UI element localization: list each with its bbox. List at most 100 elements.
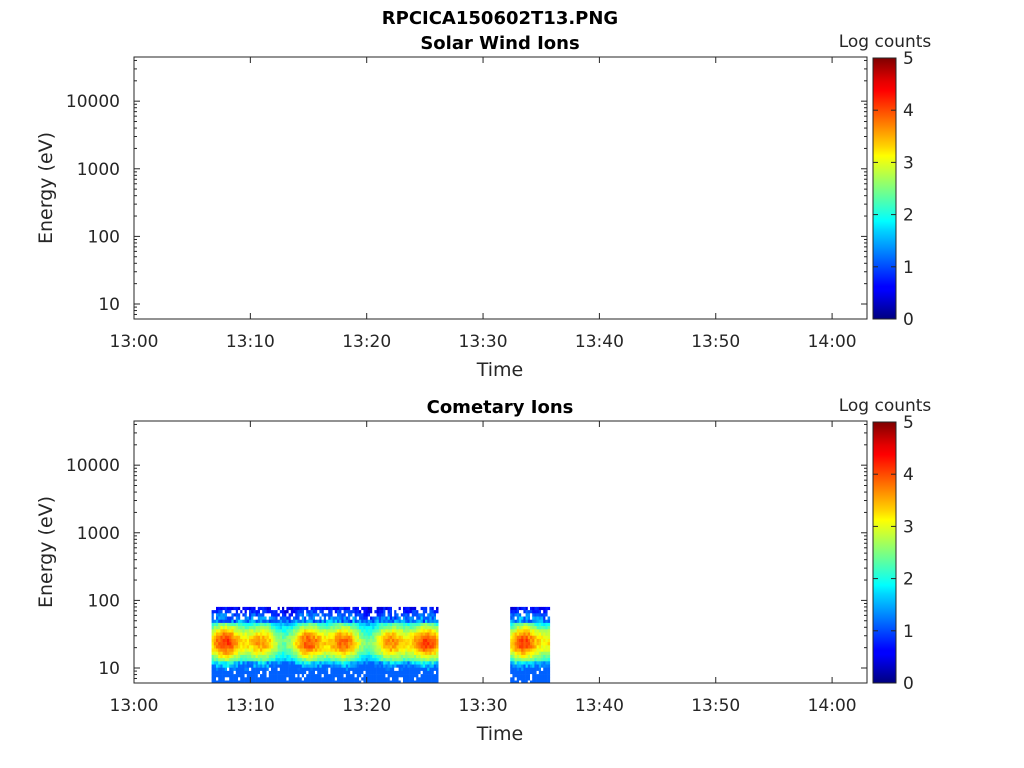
heatmap-cell <box>352 622 355 627</box>
heatmap-cell <box>273 645 276 649</box>
heatmap-cell <box>363 619 366 624</box>
heatmap-cell <box>301 654 305 659</box>
heatmap-cell <box>532 622 535 627</box>
heatmap-cell <box>361 670 364 675</box>
heatmap-cell <box>405 642 408 646</box>
heatmap-cell <box>343 632 347 636</box>
heatmap-cell <box>275 610 278 614</box>
heatmap-cell <box>398 613 402 617</box>
heatmap-cell <box>330 661 333 665</box>
heatmap-cell <box>293 626 296 630</box>
heatmap-cell <box>383 674 386 678</box>
heatmap-cell <box>268 622 272 627</box>
heatmap-cell <box>323 606 327 611</box>
heatmap-cell <box>530 638 533 643</box>
heatmap-cell <box>416 629 419 633</box>
heatmap-cell <box>222 661 226 665</box>
heatmap-cell <box>523 619 526 624</box>
heatmap-cell <box>297 626 300 630</box>
heatmap-cell <box>403 613 406 617</box>
heatmap-cell <box>249 667 252 672</box>
heatmap-cell <box>293 635 296 640</box>
heatmap-cell <box>216 619 219 624</box>
heatmap-cell <box>392 674 395 678</box>
heatmap-cell <box>374 632 377 636</box>
heatmap-cell <box>319 626 322 630</box>
heatmap-cell <box>378 664 382 668</box>
heatmap-cell <box>394 645 397 649</box>
heatmap-cell <box>249 635 252 640</box>
heatmap-cell <box>213 629 217 633</box>
heatmap-cell <box>370 677 373 681</box>
heatmap-cell <box>277 677 281 681</box>
heatmap-cell <box>306 667 309 672</box>
heatmap-cell <box>431 680 435 683</box>
heatmap-cell <box>374 642 377 646</box>
heatmap-cell <box>422 661 426 665</box>
heatmap-cell <box>332 642 336 646</box>
heatmap-cell <box>429 670 432 675</box>
heatmap-cell <box>348 648 351 652</box>
heatmap-cell <box>227 619 230 624</box>
heatmap-cell <box>282 638 285 643</box>
heatmap-cell <box>416 677 419 681</box>
heatmap-cell <box>238 661 241 665</box>
heatmap-cell <box>295 606 298 611</box>
heatmap-cell <box>427 645 430 649</box>
heatmap-cell <box>227 667 230 672</box>
heatmap-cell <box>211 613 215 617</box>
heatmap-cell <box>429 654 432 659</box>
heatmap-cell <box>512 619 515 624</box>
data-block-1 <box>510 606 551 683</box>
heatmap-cell <box>532 629 535 633</box>
heatmap-cell <box>213 667 217 672</box>
heatmap-cell <box>514 638 518 643</box>
heatmap-cell <box>262 616 265 620</box>
heatmap-cell <box>543 651 546 656</box>
heatmap-cell <box>409 648 413 652</box>
heatmap-cell <box>361 642 364 646</box>
heatmap-cell <box>304 654 307 659</box>
heatmap-cell <box>297 610 300 614</box>
heatmap-cell <box>350 670 353 675</box>
heatmap-cell <box>216 677 219 681</box>
heatmap-cell <box>350 677 353 681</box>
heatmap-cell <box>532 651 535 656</box>
heatmap-cell <box>319 654 322 659</box>
heatmap-cell <box>249 622 252 627</box>
heatmap-cell <box>279 635 283 640</box>
heatmap-cell <box>266 619 270 624</box>
heatmap-cell <box>374 638 377 643</box>
heatmap-cell <box>516 613 520 617</box>
heatmap-cell <box>534 638 537 643</box>
heatmap-cell <box>521 632 524 636</box>
heatmap-cell <box>343 642 347 646</box>
heatmap-cell <box>293 622 296 627</box>
heatmap-cell <box>541 661 544 665</box>
heatmap-cell <box>299 670 303 675</box>
heatmap-cell <box>433 610 437 614</box>
heatmap-cell <box>321 667 325 672</box>
heatmap-cell <box>427 632 430 636</box>
heatmap-cell <box>213 677 217 681</box>
heatmap-cell <box>224 632 228 636</box>
heatmap-cell <box>211 664 215 668</box>
heatmap-cell <box>514 635 518 640</box>
heatmap-cell <box>229 645 232 649</box>
heatmap-cell <box>233 658 237 662</box>
heatmap-cell <box>523 677 526 681</box>
heatmap-cell <box>534 667 537 672</box>
heatmap-cell <box>433 632 437 636</box>
heatmap-cell <box>251 613 254 617</box>
heatmap-cell <box>519 622 522 627</box>
heatmap-cell <box>345 619 349 624</box>
heatmap-cell <box>352 616 355 620</box>
heatmap-cell <box>407 619 410 624</box>
heatmap-cell <box>304 629 307 633</box>
heatmap-cell <box>348 677 351 681</box>
heatmap-cell <box>288 670 292 675</box>
heatmap-cell <box>255 648 259 652</box>
heatmap-cell <box>227 638 230 643</box>
heatmap-cell <box>251 638 254 643</box>
heatmap-cell <box>273 606 276 611</box>
